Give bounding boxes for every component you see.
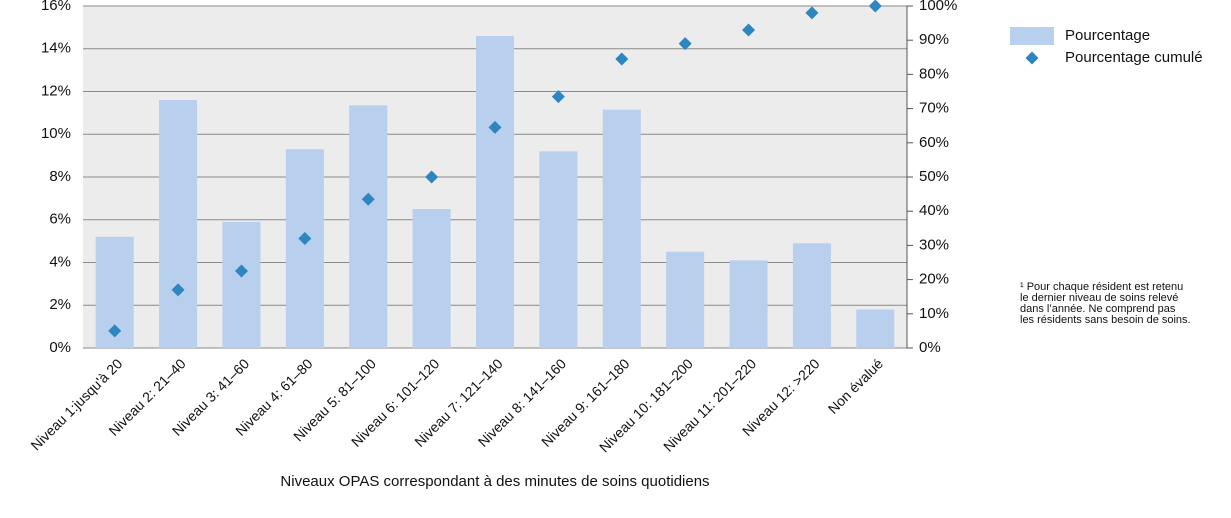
y2-tick-label: 30% <box>919 236 949 253</box>
point <box>298 232 312 246</box>
y2-tick-label: 10% <box>919 305 949 322</box>
y2-tick-label: 70% <box>919 100 949 117</box>
bar <box>729 260 768 348</box>
footnote: le dernier niveau de soins relevé <box>1020 292 1178 304</box>
y-tick-label: 14% <box>41 40 71 57</box>
x-tick-label: Niveau 1:jusqu'à 20 <box>27 355 125 453</box>
y-tick-label: 4% <box>49 253 71 270</box>
point <box>551 90 565 104</box>
bar <box>222 221 261 348</box>
y-tick-label: 2% <box>49 296 71 313</box>
bar <box>666 251 705 348</box>
bar <box>349 105 388 348</box>
y2-tick-label: 100% <box>919 0 957 14</box>
point <box>615 52 629 66</box>
point <box>361 192 375 206</box>
point <box>108 324 122 338</box>
y-tick-label: 0% <box>49 339 71 356</box>
y2-tick-label: 40% <box>919 202 949 219</box>
bar <box>159 100 198 348</box>
point <box>742 23 756 37</box>
y-tick-label: 10% <box>41 125 71 142</box>
point <box>678 37 692 51</box>
legend-swatch <box>1010 27 1054 45</box>
point <box>868 0 882 13</box>
bar <box>602 109 641 348</box>
y2-tick-label: 80% <box>919 65 949 82</box>
bar <box>539 151 578 348</box>
point <box>805 6 819 20</box>
footnote: les résidents sans besoin de soins. <box>1020 314 1191 326</box>
y2-tick-label: 60% <box>919 134 949 151</box>
x-axis-title: Niveaux OPAS correspondant à des minutes… <box>280 473 709 490</box>
y-tick-label: 6% <box>49 211 71 228</box>
y-tick-label: 8% <box>49 168 71 185</box>
bar <box>792 243 831 348</box>
legend-label: Pourcentage <box>1065 27 1150 44</box>
y-tick-label: 12% <box>41 82 71 99</box>
bar <box>856 309 895 348</box>
y-tick-label: 16% <box>41 0 71 14</box>
y2-tick-label: 90% <box>919 31 949 48</box>
point <box>234 264 248 278</box>
y2-tick-label: 20% <box>919 271 949 288</box>
legend-swatch <box>1025 51 1039 65</box>
point <box>488 120 502 134</box>
bar <box>285 149 324 348</box>
legend-label: Pourcentage cumulé <box>1065 49 1203 66</box>
bar <box>412 209 451 348</box>
y2-tick-label: 50% <box>919 168 949 185</box>
footnote: dans l’année. Ne comprend pas <box>1020 303 1176 315</box>
point <box>171 283 185 297</box>
bar <box>475 35 515 349</box>
footnote: ¹ Pour chaque résident est retenu <box>1020 281 1183 293</box>
point <box>425 170 439 184</box>
y2-tick-label: 0% <box>919 339 941 356</box>
x-tick-label: Non évalué <box>825 355 887 417</box>
